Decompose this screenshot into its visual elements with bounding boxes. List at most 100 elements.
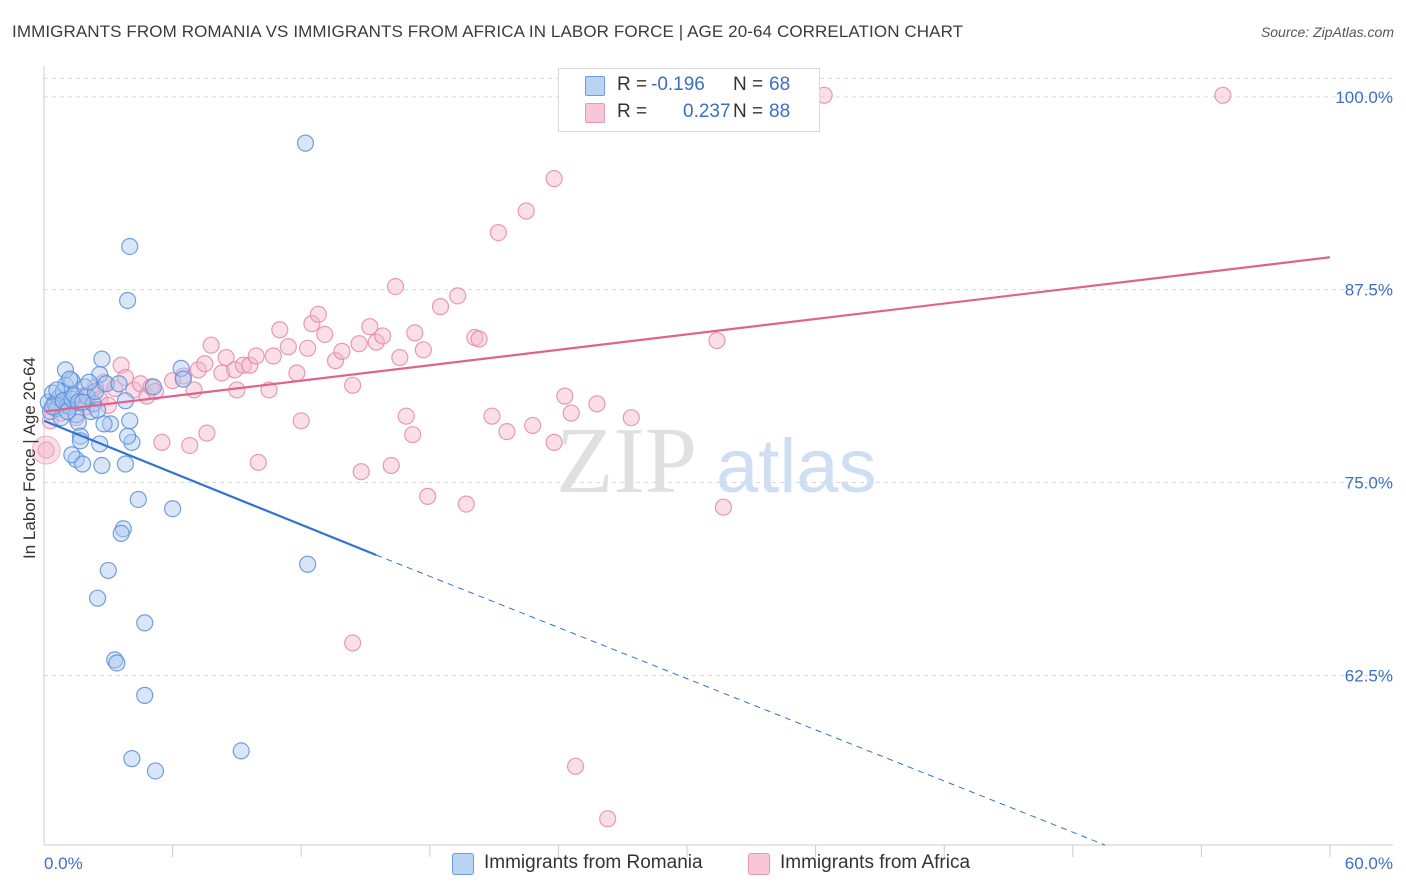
bottom-legend-label-africa: Immigrants from Africa [780, 852, 971, 873]
africa-point [217, 348, 235, 367]
romania-point [129, 490, 147, 509]
romania-point [121, 412, 139, 430]
africa-point [303, 315, 321, 333]
africa-point [489, 223, 507, 242]
legend: R = -0.196 N = 68 R = 0.237 N = 88 [558, 68, 820, 132]
watermark-atlas: atlas [716, 424, 877, 509]
africa-point [483, 407, 501, 425]
romania-point [172, 359, 190, 377]
romania-point [164, 500, 182, 518]
romania-trend-line [43, 419, 377, 557]
africa-point [288, 364, 306, 382]
africa-point [299, 339, 317, 357]
romania-point [144, 378, 162, 396]
africa-point [431, 298, 450, 316]
legend-swatch-romania [585, 76, 605, 96]
romania-point [112, 524, 130, 543]
africa-point [397, 407, 415, 425]
romania-point [118, 291, 137, 310]
africa-point [562, 404, 580, 422]
romania-point [99, 561, 117, 580]
africa-point [374, 327, 392, 345]
romania-point [118, 427, 137, 445]
legend-swatch-africa [585, 103, 605, 123]
romania-point [69, 413, 87, 431]
africa-point [350, 335, 368, 353]
africa-point [419, 487, 437, 505]
romania-trend-extension [376, 554, 1106, 846]
watermark: ZIP atlas [556, 409, 877, 513]
legend-n-value: 88 [769, 101, 791, 122]
africa-point [622, 409, 640, 427]
romania-point [93, 350, 111, 368]
africa-point [234, 356, 252, 374]
romania-point [296, 134, 315, 152]
africa-point [333, 342, 351, 360]
romania-point [232, 742, 250, 760]
romania-point [116, 455, 135, 473]
africa-point [517, 202, 535, 220]
africa-point [37, 441, 55, 459]
romania-point [61, 370, 79, 388]
romania-point [146, 762, 165, 780]
africa-point [316, 325, 334, 344]
romania-points [39, 134, 317, 780]
romania-point [174, 370, 192, 388]
romania-point [101, 415, 120, 433]
africa-point [344, 376, 362, 394]
x-tick-label-min: 0.0% [44, 854, 83, 873]
romania-point [136, 686, 154, 704]
africa-point [1214, 86, 1232, 104]
africa-point [196, 355, 214, 373]
romania-point [97, 375, 115, 393]
africa-point [414, 341, 432, 359]
africa-point [189, 361, 207, 379]
legend-n-value: 68 [769, 74, 791, 95]
romania-point [88, 589, 107, 607]
africa-point [449, 287, 467, 305]
gridlines [44, 77, 1393, 676]
africa-point-cluster [31, 435, 61, 465]
africa-point [545, 433, 563, 451]
romania-point [73, 455, 92, 473]
y-tick-labels: 62.5% 75.0% 87.5% 100.0% [1335, 88, 1393, 685]
africa-point [406, 324, 424, 342]
africa-point [386, 277, 405, 296]
legend-r-label: R = [617, 74, 648, 95]
legend-r-value: -0.196 [651, 74, 705, 95]
y-axis-title: In Labor Force | Age 20-64 [20, 357, 39, 559]
x-tick-label-max: 60.0% [1345, 854, 1393, 873]
bottom-legend-swatch-africa [748, 853, 770, 875]
romania-point [108, 654, 126, 672]
africa-point [292, 412, 310, 430]
africa-point [367, 333, 385, 351]
africa-point [361, 318, 379, 336]
legend-r-value: 0.237 [683, 101, 731, 122]
y-tick-label: 100.0% [1335, 88, 1393, 107]
africa-point [198, 424, 216, 442]
africa-point [524, 416, 542, 435]
trend-lines [43, 256, 1331, 846]
romania-point [110, 375, 128, 393]
romania-point [93, 456, 111, 475]
axes [43, 66, 1393, 857]
africa-point [326, 352, 345, 370]
africa-point [247, 347, 265, 365]
africa-point [264, 347, 282, 365]
africa-point [249, 453, 267, 472]
romania-point [136, 614, 154, 632]
bottom-legend-label-romania: Immigrants from Romania [484, 852, 703, 873]
africa-point [545, 170, 563, 188]
y-tick-label: 87.5% [1345, 281, 1393, 300]
africa-point [202, 336, 220, 354]
africa-point [470, 330, 488, 348]
africa-point [404, 426, 422, 444]
africa-point [309, 305, 327, 323]
chart-title: IMMIGRANTS FROM ROMANIA VS IMMIGRANTS FR… [12, 22, 964, 41]
romania-point [106, 651, 124, 669]
africa-point [457, 495, 475, 513]
romania-point [95, 415, 113, 433]
romania-point [56, 361, 75, 379]
africa-point [271, 321, 289, 339]
africa-point [588, 395, 606, 413]
